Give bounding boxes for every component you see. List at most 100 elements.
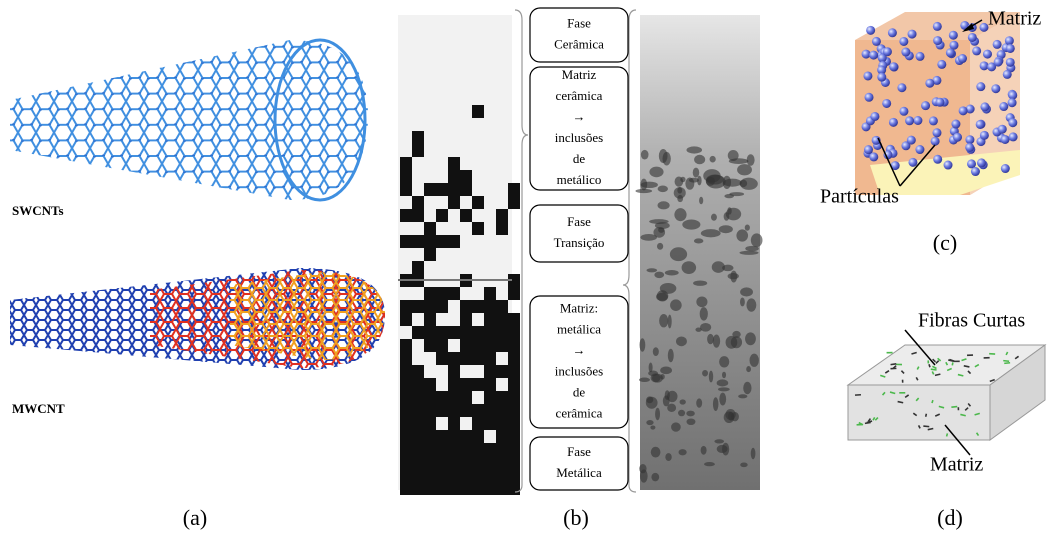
pixel (436, 469, 448, 482)
pixel (484, 313, 496, 326)
particle (1001, 164, 1010, 173)
pixel (472, 222, 484, 235)
particle (929, 116, 938, 125)
fiber (926, 414, 927, 417)
particle (901, 48, 910, 57)
pixel (472, 404, 484, 417)
pixel (496, 482, 508, 495)
pixel (400, 313, 412, 326)
pixel (448, 183, 460, 196)
figure: SWCNTs MWCNT (a) FaseCerâmicaMatrizcerâm… (0, 0, 1064, 533)
pixel (400, 378, 412, 391)
pixel (496, 339, 508, 352)
pixel (484, 365, 496, 378)
phase-text: → (573, 342, 586, 357)
pixel (400, 209, 412, 222)
pixel (460, 209, 472, 222)
pixel (496, 404, 508, 417)
pixel (400, 352, 412, 365)
pore (678, 410, 685, 416)
pixel (412, 300, 424, 313)
pixel (460, 170, 472, 183)
pore (682, 220, 700, 230)
pixel (400, 170, 412, 183)
pixel (412, 365, 424, 378)
pore (665, 390, 670, 400)
pixel (508, 391, 520, 404)
pixel (496, 326, 508, 339)
pixel (508, 339, 520, 352)
pore (697, 176, 701, 186)
pore (699, 197, 703, 204)
particle (998, 125, 1007, 134)
particle (971, 167, 980, 176)
pore (724, 194, 734, 198)
particle (976, 120, 985, 129)
pore (649, 219, 669, 224)
particle (959, 106, 968, 115)
pixel (496, 443, 508, 456)
pixel (484, 287, 496, 300)
pixel (424, 443, 436, 456)
pixel (448, 170, 460, 183)
pixel (436, 183, 448, 196)
pixel (472, 456, 484, 469)
pixel (508, 404, 520, 417)
pixel (448, 235, 460, 248)
pixel (424, 339, 436, 352)
pixel (436, 326, 448, 339)
pixel (508, 430, 520, 443)
particle (1006, 58, 1015, 67)
fiber (929, 364, 930, 367)
fiber (928, 429, 934, 430)
pixel (460, 469, 472, 482)
particle (946, 48, 955, 57)
particle (949, 31, 958, 40)
pixel (424, 482, 436, 495)
pixel (508, 469, 520, 482)
pixel (508, 352, 520, 365)
particle (1005, 36, 1014, 45)
pore (722, 443, 729, 456)
particle (921, 101, 930, 110)
label-mwcnt: MWCNT (12, 401, 65, 416)
phase-text: cerâmica (556, 88, 603, 103)
particle (977, 158, 986, 167)
pixel (460, 352, 472, 365)
pore (719, 393, 726, 406)
pore (651, 447, 661, 458)
pore (649, 167, 663, 178)
label-fibers: Fibras Curtas (918, 310, 1025, 332)
pixel (436, 482, 448, 495)
pixel (472, 430, 484, 443)
label-matrix-d: Matriz (930, 454, 983, 476)
pixel (460, 378, 472, 391)
pixel (484, 300, 496, 313)
particle (932, 128, 941, 137)
pore (671, 422, 681, 431)
pixel (496, 222, 508, 235)
fiber (932, 400, 933, 403)
pixel (412, 196, 424, 209)
particle (999, 102, 1008, 111)
pore (675, 177, 684, 187)
pixel (472, 196, 484, 209)
phase-text: inclusões (555, 363, 603, 378)
pixel (436, 339, 448, 352)
pore (693, 168, 699, 178)
pore (694, 155, 705, 164)
pixel (460, 339, 472, 352)
particle (869, 152, 878, 161)
pore (668, 315, 672, 329)
pixel (460, 183, 472, 196)
particle (899, 107, 908, 116)
pore (746, 366, 751, 372)
pixel (496, 430, 508, 443)
pixel (508, 456, 520, 469)
particle (933, 155, 942, 164)
pore (639, 378, 650, 382)
pixel (412, 326, 424, 339)
pore (657, 290, 669, 301)
pixel (472, 352, 484, 365)
caption-d: (d) (937, 505, 963, 530)
